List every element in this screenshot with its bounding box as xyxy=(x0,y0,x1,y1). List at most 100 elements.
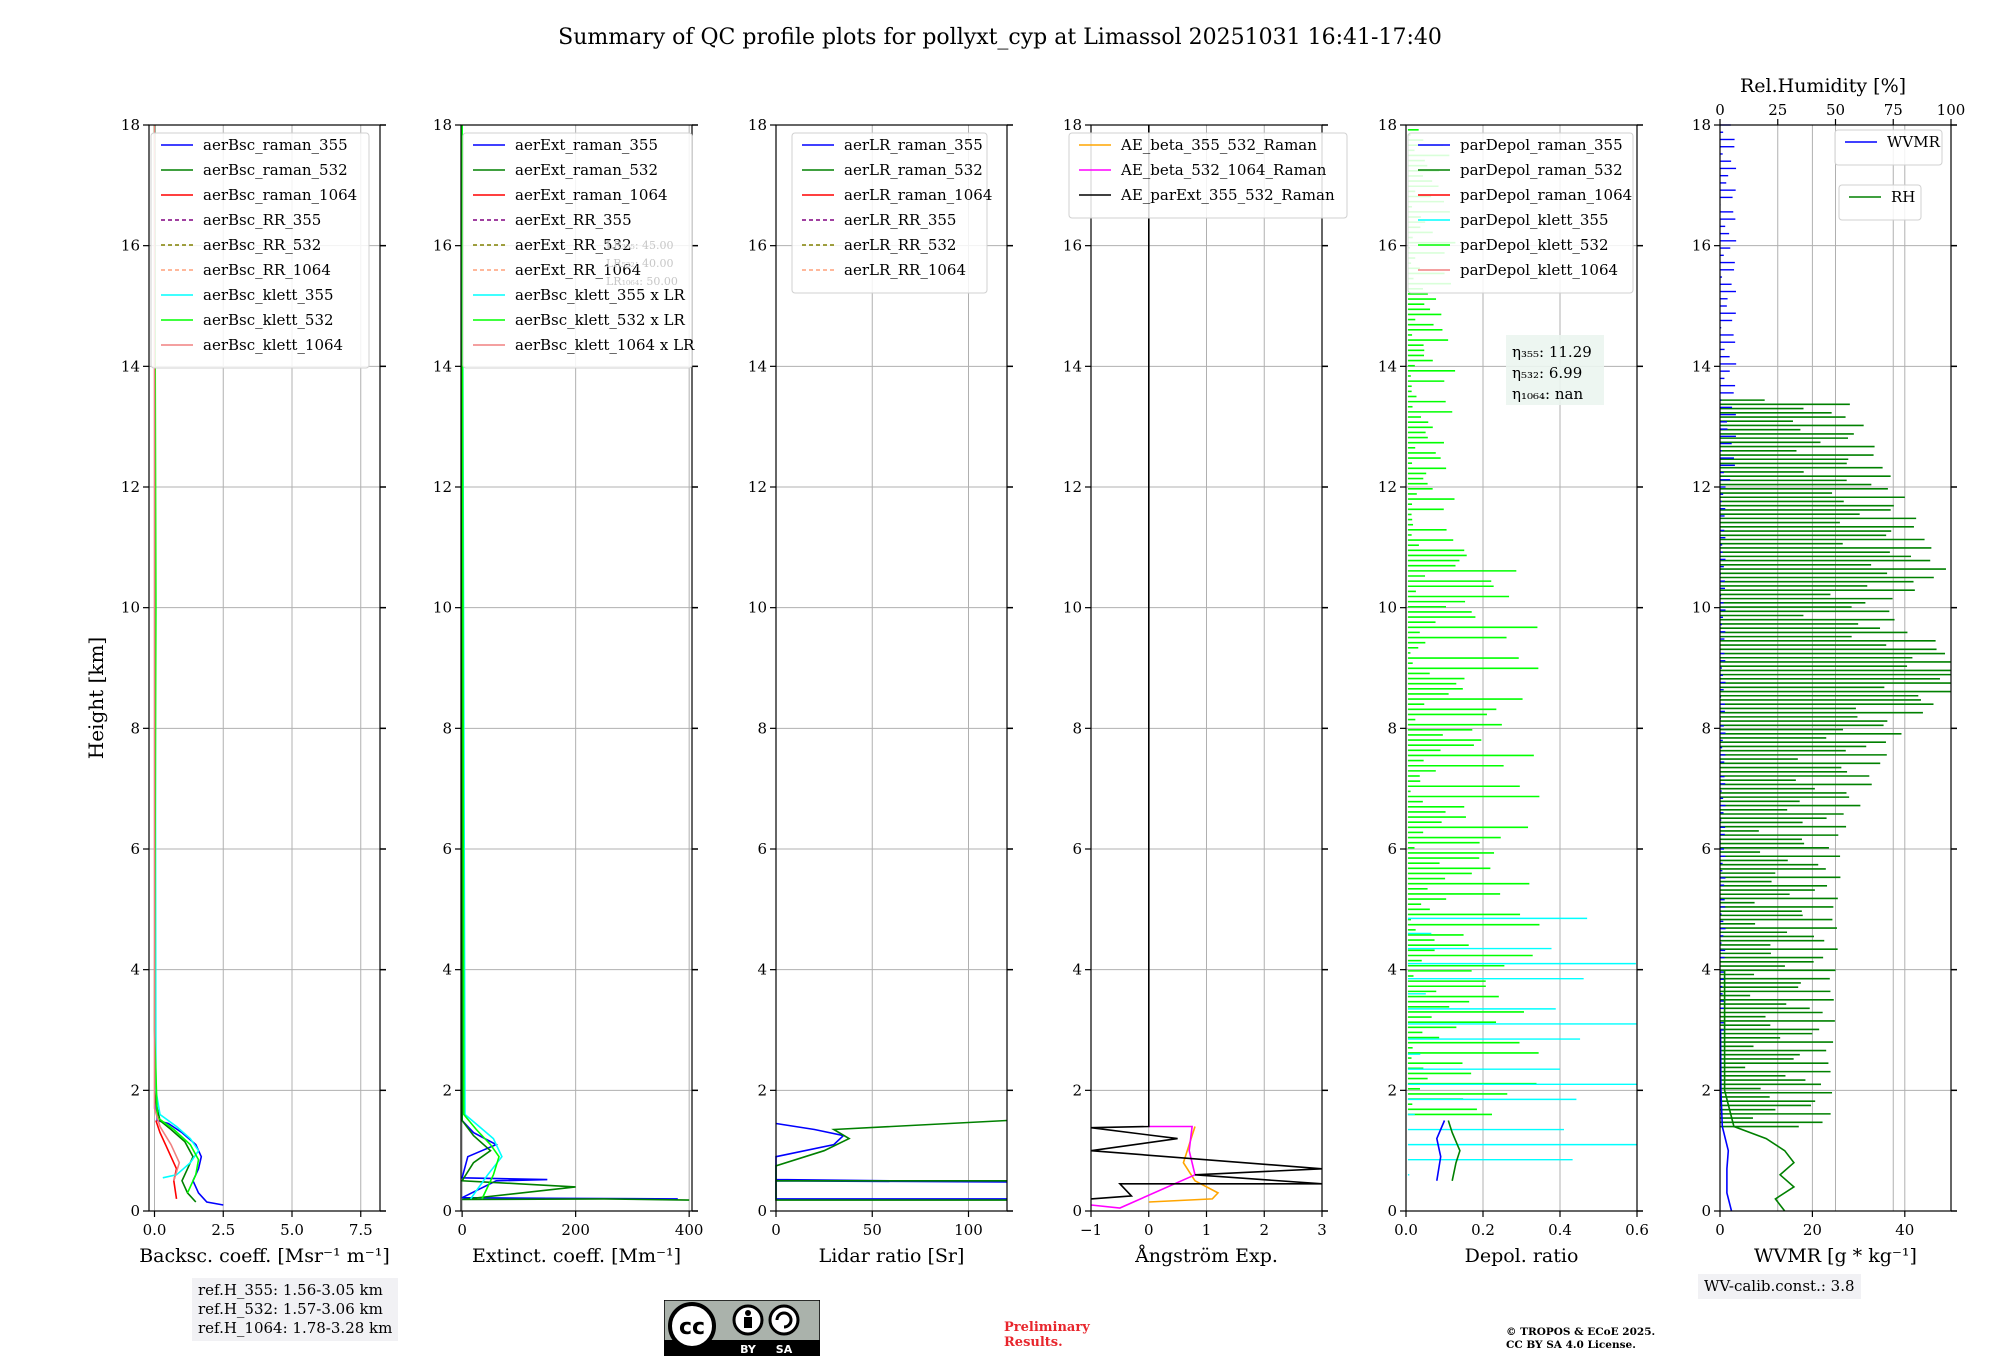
eta-note: η₃₅₅: 11.29 η₅₃₂: 6.99 η₁₀₆₄: nan xyxy=(1506,335,1604,405)
panel-lidar_ratio: 0 2 4 6 8 10 12 14 16 18 0 50 100 Lidar ratio [Sr] aer… xyxy=(748,116,1013,1267)
legend-label: parDepol_raman_1064 xyxy=(1460,186,1632,204)
legend-label: aerLR_raman_532 xyxy=(844,161,983,179)
y-tick-label: 2 xyxy=(1701,1081,1711,1099)
share-alike-icon xyxy=(768,1304,800,1336)
y-tick-label: 4 xyxy=(757,961,767,979)
y-tick-label: 2 xyxy=(1072,1081,1082,1099)
legend-label: aerBsc_RR_1064 xyxy=(203,261,331,279)
x-axis-label: Extinct. coeff. [Mm⁻¹] xyxy=(472,1245,681,1267)
x-tick-label: 100 xyxy=(954,1221,983,1239)
x-tick-label: 0.0 xyxy=(143,1221,167,1239)
legend-label: parDepol_klett_355 xyxy=(1460,211,1609,229)
axes-frame xyxy=(775,124,1008,1212)
y-tick-label: 14 xyxy=(748,357,767,375)
y-tick-label: 4 xyxy=(1072,961,1082,979)
legend-frame xyxy=(1838,184,1922,221)
y-tick-label: 16 xyxy=(1063,237,1082,255)
legend-label: aerBsc_raman_355 xyxy=(203,136,348,154)
legend-label: aerLR_RR_355 xyxy=(844,211,956,229)
x-tick-label: 0.2 xyxy=(1471,1221,1495,1239)
y-tick-label: 6 xyxy=(1072,840,1082,858)
attribution-icon-body xyxy=(744,1317,752,1328)
y-tick-label: 10 xyxy=(121,599,140,617)
copyright-line-1: © TROPOS & ECoE 2025. xyxy=(1506,1326,1656,1338)
x-tick-label: 20 xyxy=(1803,1221,1822,1239)
legend-label: AE_parExt_355_532_Raman xyxy=(1120,186,1335,204)
series-aerBsc_klett_532 x LR xyxy=(461,124,500,1200)
y-tick-label: 2 xyxy=(1387,1081,1397,1099)
x-tick-label: 50 xyxy=(863,1221,882,1239)
x-tick-label: 400 xyxy=(675,1221,704,1239)
attribution-icon-head xyxy=(745,1310,751,1316)
legend-label: parDepol_klett_1064 xyxy=(1460,261,1618,279)
y-tick-label: 6 xyxy=(757,840,767,858)
x-tick-label: 0 xyxy=(771,1221,781,1239)
y-axis-label: Height [km] xyxy=(84,637,108,759)
x-tick-label: 2.5 xyxy=(211,1221,235,1239)
y-tick-label: 14 xyxy=(433,357,452,375)
legend-label: RH xyxy=(1891,188,1915,206)
cc-logo-text: cc xyxy=(679,1315,705,1340)
x-axis-label: Lidar ratio [Sr] xyxy=(819,1245,965,1267)
legend-label: aerLR_RR_1064 xyxy=(844,261,966,279)
y-tick-label: 14 xyxy=(1063,357,1082,375)
legend-label: WVMR xyxy=(1887,133,1941,151)
x-tick-label: 0 xyxy=(1144,1221,1154,1239)
lr-note-line: LR₃₅₅: 45.00 xyxy=(606,239,674,252)
legend-frame xyxy=(791,132,988,294)
y-tick-label: 18 xyxy=(1378,116,1397,134)
x-tick-label: 3 xyxy=(1317,1221,1327,1239)
y-tick-label: 10 xyxy=(748,599,767,617)
y-tick-label: 8 xyxy=(442,719,452,737)
y-tick-label: 8 xyxy=(1701,719,1711,737)
y-tick-label: 18 xyxy=(433,116,452,134)
y-tick-label: 16 xyxy=(1692,237,1711,255)
top-x-tick-label: 100 xyxy=(1937,101,1966,119)
y-tick-label: 16 xyxy=(121,237,140,255)
y-tick-label: 4 xyxy=(442,961,452,979)
cc-logo-icon xyxy=(668,1302,716,1350)
eta-line: η₃₅₅: 11.29 xyxy=(1512,343,1592,361)
x-axis-label: WVMR [g * kg⁻¹] xyxy=(1754,1245,1917,1267)
y-tick-label: 12 xyxy=(1378,478,1397,496)
series-aerLR_raman_355 xyxy=(775,1122,1008,1200)
eta-line: η₁₀₆₄: nan xyxy=(1512,385,1583,403)
lr-note-line: LR₅₃₂: 40.00 xyxy=(606,257,674,270)
reference-heights-box: ref.H_355: 1.56-3.05 km ref.H_532: 1.57-… xyxy=(192,1278,399,1341)
legend-label: parDepol_raman_355 xyxy=(1460,136,1623,154)
y-tick-label: 8 xyxy=(757,719,767,737)
legend-frame xyxy=(462,132,693,369)
legend-label: aerExt_raman_355 xyxy=(515,136,658,154)
legend-label: aerExt_raman_1064 xyxy=(515,186,668,204)
y-tick-label: 4 xyxy=(1701,961,1711,979)
x-axis-label: Depol. ratio xyxy=(1465,1245,1579,1267)
x-tick-label: 7.5 xyxy=(349,1221,373,1239)
legend-label: aerExt_RR_1064 xyxy=(515,261,641,279)
legend-backscatter: aerBsc_raman_355 aerBsc_raman_532 aerBsc_r… xyxy=(150,132,370,369)
panel-backscatter: 0 2 4 6 8 10 12 14 16 18 0.0 2.5 5.0 7.5 Backsc. coeff… xyxy=(121,116,390,1267)
top-x-tick-label: 75 xyxy=(1884,101,1903,119)
legend-label: aerExt_RR_532 xyxy=(515,236,632,254)
legend-lidar-ratio: aerLR_raman_355 aerLR_raman_532 aerLR_rama… xyxy=(791,132,992,294)
y-tick-label: 0 xyxy=(130,1202,140,1220)
y-tick-label: 8 xyxy=(130,719,140,737)
legend-frame xyxy=(1068,132,1348,219)
legend-label: aerBsc_raman_532 xyxy=(203,161,348,179)
cc-license-badge: cc BY SA xyxy=(664,1300,820,1356)
y-tick-label: 16 xyxy=(748,237,767,255)
share-alike-icon-arc xyxy=(775,1311,793,1329)
legend-label: aerBsc_klett_1064 x LR xyxy=(515,336,695,354)
panel-depolarization: 0 2 4 6 8 10 12 14 16 18 0.0 0.2 0.4 0.6 Depol. ratio p… xyxy=(1378,116,1649,1267)
y-tick-label: 12 xyxy=(121,478,140,496)
y-tick-label: 0 xyxy=(1072,1202,1082,1220)
series-aerExt_raman_532 xyxy=(460,125,690,1201)
legend-label: aerExt_raman_532 xyxy=(515,161,658,179)
eta-line: η₅₃₂: 6.99 xyxy=(1512,364,1582,382)
y-tick-label: 16 xyxy=(433,237,452,255)
y-tick-label: 0 xyxy=(757,1202,767,1220)
x-tick-label: 0 xyxy=(457,1221,467,1239)
top-axis-label: Rel.Humidity [%] xyxy=(1740,75,1906,97)
x-axis-label: Backsc. coeff. [Msr⁻¹ m⁻¹] xyxy=(139,1245,390,1267)
